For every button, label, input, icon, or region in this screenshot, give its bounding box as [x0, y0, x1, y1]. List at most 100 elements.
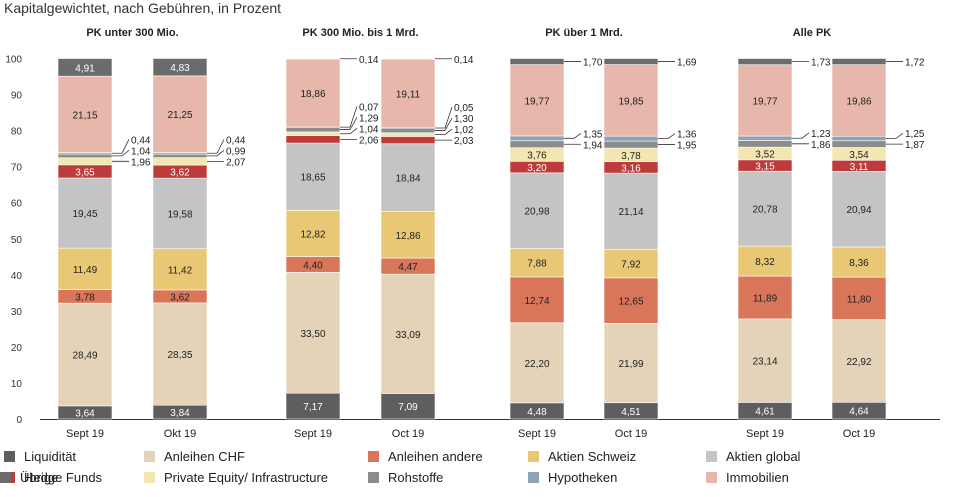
- data-label: 3,65: [75, 167, 95, 178]
- callout-label: 1,86: [811, 140, 831, 151]
- callout-line: [340, 128, 358, 135]
- data-label: 3,20: [527, 163, 547, 174]
- legend-label: Übrige: [20, 470, 59, 485]
- callout-label: 1,87: [905, 140, 925, 151]
- bar-segment-imm: [285, 58, 341, 128]
- legend-label: Liquidität: [24, 449, 77, 464]
- data-label: 19,86: [846, 96, 871, 107]
- chart-subtitle: Kapitalgewichtet, nach Gebühren, in Proz…: [4, 0, 282, 16]
- group-title: PK unter 300 Mio.: [86, 27, 178, 39]
- bar-segment-ueb: [57, 58, 113, 77]
- data-label: 3,16: [621, 163, 641, 174]
- data-label: 18,86: [300, 89, 325, 100]
- data-label: 8,36: [849, 258, 869, 269]
- callout-label: 1,72: [905, 58, 925, 69]
- group-title: PK über 1 Mrd.: [545, 27, 623, 39]
- callout-label: 0,05: [454, 103, 474, 114]
- bar-segment-imm: [831, 64, 887, 137]
- stacked-bar-chart: 0 10 20 30 40 50 60 70 80 90 100 PK unter 300 Mio. 3…: [5, 27, 940, 440]
- legend-item-ueb: Übrige: [0, 470, 58, 485]
- bar-segment-agl: [603, 172, 659, 250]
- legend-label: Private Equity/ Infrastructure: [164, 470, 329, 485]
- legend-label: Hedge Funds: [24, 470, 103, 485]
- data-label: 3,64: [75, 408, 95, 419]
- callout-label: 1,30: [454, 114, 474, 125]
- callout-label: 2,03: [454, 136, 474, 147]
- data-label: 3,62: [170, 168, 190, 179]
- callout-line: [112, 139, 130, 154]
- data-label: 33,50: [300, 329, 325, 340]
- bar-segment-roh: [831, 140, 887, 148]
- callout-label: 1,02: [454, 125, 474, 136]
- data-label: 11,42: [168, 265, 193, 276]
- callout-line: [435, 117, 453, 131]
- legend-swatch: [368, 451, 379, 462]
- legend-swatch: [368, 472, 379, 483]
- data-label: 18,84: [395, 174, 420, 185]
- x-tick-label: Sept 19: [294, 428, 332, 440]
- callout-line: [435, 106, 453, 129]
- data-label: 3,76: [527, 151, 547, 162]
- x-tick-label: Sept 19: [66, 428, 104, 440]
- bar-segment-and: [737, 275, 793, 320]
- data-label: 19,77: [524, 96, 549, 107]
- y-tick-label: 50: [11, 235, 23, 246]
- legend-label: Anleihen andere: [388, 449, 483, 464]
- data-label: 4,64: [849, 407, 869, 418]
- bar-segment-chf: [380, 273, 436, 394]
- callout-label: 0,07: [359, 102, 379, 113]
- legend-item-and: Anleihen andere: [368, 449, 483, 464]
- bar-segment-agl: [57, 177, 113, 249]
- callout-label: 1,29: [359, 113, 379, 124]
- data-label: 7,09: [398, 402, 418, 413]
- bar-segment-ueb: [380, 58, 436, 60]
- data-label: 3,62: [170, 292, 190, 303]
- bar-segment-and: [603, 277, 659, 324]
- data-label: 20,94: [846, 205, 871, 216]
- data-label: 11,89: [753, 294, 778, 305]
- data-label: 20,98: [524, 207, 549, 218]
- data-label: 19,85: [618, 96, 643, 107]
- y-tick-label: 30: [11, 307, 23, 318]
- legend-swatch: [706, 472, 717, 483]
- data-label: 3,11: [850, 162, 869, 173]
- legend-item-chf: Anleihen CHF: [144, 449, 245, 464]
- bar-segment-roh: [380, 127, 436, 134]
- legend-swatch: [706, 451, 717, 462]
- callout-label: 0,14: [359, 55, 379, 66]
- bar-segment-and: [509, 276, 565, 324]
- callout-line: [658, 133, 676, 140]
- bar-segment-ueb: [603, 58, 659, 65]
- data-label: 21,15: [72, 110, 97, 121]
- legend-label: Anleihen CHF: [164, 449, 245, 464]
- bar-segment-ueb: [737, 58, 793, 66]
- bar-segment-ueb: [509, 58, 565, 65]
- bar-segment-hf: [285, 135, 341, 144]
- legend-swatch: [528, 472, 539, 483]
- bar-segment-agl: [509, 172, 565, 249]
- callout-label: 1,70: [583, 58, 603, 69]
- bar-segment-ueb: [285, 58, 341, 60]
- bar-segment-agl: [380, 143, 436, 212]
- bar-segment-ach: [152, 248, 208, 291]
- bar-segment-roh: [152, 153, 208, 158]
- data-label: 19,45: [72, 209, 97, 220]
- callout-label: 0,99: [226, 146, 246, 157]
- callout-line: [340, 117, 358, 130]
- y-tick-label: 100: [5, 55, 22, 66]
- bar-segment-ach: [57, 247, 113, 290]
- bar-segment-imm: [603, 64, 659, 137]
- data-label: 18,65: [300, 173, 325, 184]
- data-label: 4,51: [621, 407, 641, 418]
- y-tick-label: 20: [11, 343, 23, 354]
- data-label: 12,65: [618, 297, 643, 308]
- x-tick-label: Okt 19: [164, 428, 196, 440]
- callout-line: [792, 132, 810, 139]
- bar-segment-chf: [831, 319, 887, 403]
- legend-item-liq: Liquidität: [4, 449, 76, 464]
- callout-label: 1,96: [131, 157, 151, 168]
- callout-label: 2,06: [359, 135, 379, 146]
- callout-label: 0,14: [454, 55, 474, 66]
- bar-segment-hyp: [509, 135, 565, 142]
- data-label: 19,58: [167, 209, 192, 220]
